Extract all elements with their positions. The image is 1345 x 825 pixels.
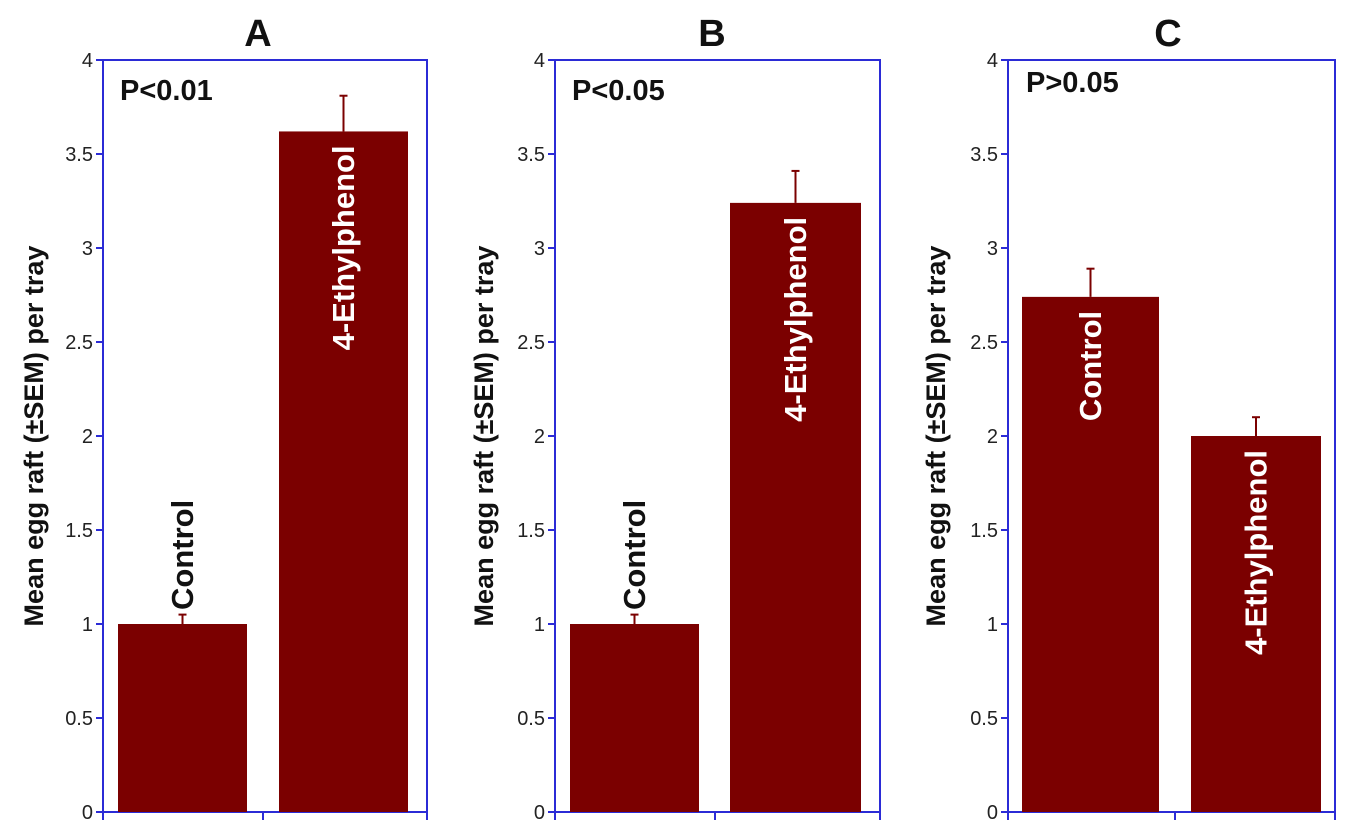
bar bbox=[1191, 436, 1321, 812]
bar bbox=[570, 624, 699, 812]
category-label: Control bbox=[1073, 311, 1108, 421]
y-tick-label: 0.5 bbox=[970, 708, 998, 730]
y-tick-label: 2 bbox=[987, 426, 998, 448]
bar bbox=[1022, 296, 1159, 812]
category-label: Control bbox=[617, 500, 652, 610]
category-label: 4-Ethylphenol bbox=[778, 217, 813, 422]
p-value-annotation: P>0.05 bbox=[1026, 67, 1119, 99]
y-tick-label: 0 bbox=[82, 802, 93, 824]
panel-c: C Mean egg raft (±SEM) per tray P>0.05 0… bbox=[921, 13, 1336, 824]
y-tick-label: 3 bbox=[534, 238, 545, 260]
y-axis-label: Mean egg raft (±SEM) per tray bbox=[469, 246, 499, 627]
y-tick-label: 2.5 bbox=[65, 332, 93, 354]
p-value-annotation: P<0.01 bbox=[120, 75, 213, 107]
category-label: 4-Ethylphenol bbox=[1239, 450, 1274, 655]
y-tick-label: 2.5 bbox=[970, 332, 998, 354]
y-tick-label: 3.5 bbox=[517, 144, 545, 166]
panel-title: C bbox=[1154, 13, 1181, 55]
y-tick-label: 1.5 bbox=[517, 520, 545, 542]
panel-b: B Mean egg raft (±SEM) per tray P<0.05 0… bbox=[469, 13, 881, 824]
y-tick-label: 2 bbox=[82, 426, 93, 448]
y-tick-label: 4 bbox=[987, 50, 998, 72]
y-tick-label: 1 bbox=[987, 614, 998, 636]
y-axis-label: Mean egg raft (±SEM) per tray bbox=[921, 246, 951, 627]
y-tick-label: 3.5 bbox=[65, 144, 93, 166]
y-tick-label: 3 bbox=[987, 238, 998, 260]
panel-a: A Mean egg raft (±SEM) per tray P<0.01 0… bbox=[19, 13, 428, 824]
y-tick-label: 4 bbox=[534, 50, 545, 72]
bar bbox=[730, 202, 861, 812]
bar bbox=[279, 131, 408, 812]
y-tick-label: 2.5 bbox=[517, 332, 545, 354]
y-tick-label: 3 bbox=[82, 238, 93, 260]
y-tick-label: 1.5 bbox=[65, 520, 93, 542]
y-tick-label: 1.5 bbox=[970, 520, 998, 542]
y-tick-label: 0.5 bbox=[65, 708, 93, 730]
panel-title: A bbox=[244, 13, 271, 55]
bar bbox=[118, 624, 247, 812]
y-tick-label: 0.5 bbox=[517, 708, 545, 730]
category-label: 4-Ethylphenol bbox=[326, 145, 361, 350]
panel-title: B bbox=[698, 13, 725, 55]
y-tick-label: 1 bbox=[82, 614, 93, 636]
y-tick-label: 4 bbox=[82, 50, 93, 72]
y-tick-label: 1 bbox=[534, 614, 545, 636]
y-tick-label: 0 bbox=[534, 802, 545, 824]
y-tick-label: 3.5 bbox=[970, 144, 998, 166]
p-value-annotation: P<0.05 bbox=[572, 75, 665, 107]
y-axis-label: Mean egg raft (±SEM) per tray bbox=[19, 246, 49, 627]
category-label: Control bbox=[165, 500, 200, 610]
y-tick-label: 2 bbox=[534, 426, 545, 448]
y-tick-label: 0 bbox=[987, 802, 998, 824]
